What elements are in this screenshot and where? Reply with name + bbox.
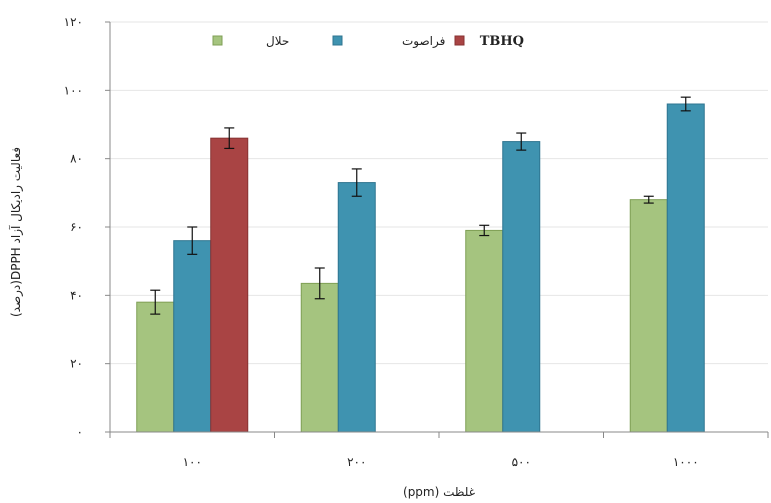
y-tick-label: ۴۰: [70, 288, 83, 302]
error-bars: [150, 96, 691, 315]
bar: [629, 199, 668, 433]
x-tick-labels: ۱۰۰ ۲۰۰ ۵۰۰ ۱۰۰۰: [183, 455, 699, 469]
legend-swatch: [454, 35, 465, 46]
legend-label: TBHQ: [480, 34, 524, 49]
bar: [465, 229, 504, 433]
bar: [173, 240, 212, 433]
x-tick-label: ۱۰۰: [183, 455, 202, 469]
x-tick-label: ۱۰۰۰: [673, 455, 699, 469]
legend: حلال فراصوت TBHQ: [212, 34, 524, 49]
legend-swatch: [332, 35, 343, 46]
y-tick-labels: ۰ ۲۰ ۴۰ ۶۰ ۸۰ ۱۰۰ ۱۲۰: [64, 15, 83, 439]
bar: [136, 301, 175, 433]
bar: [502, 141, 541, 433]
y-axis-title: فعالیت رادیکال آزاد DPPH(درصد): [8, 147, 24, 317]
bar: [666, 103, 705, 433]
bar: [337, 182, 376, 433]
bar: [210, 137, 249, 433]
y-tick-label: ۸۰: [70, 152, 83, 166]
x-axis-title: غلظت (ppm): [403, 485, 475, 499]
y-tick-label: ۱۰۰: [64, 83, 83, 97]
legend-label: حلال: [266, 34, 289, 48]
legend-swatch: [212, 35, 223, 46]
legend-label: فراصوت: [402, 34, 445, 49]
x-tick-label: ۲۰۰: [347, 455, 366, 469]
y-tick-label: ۱۲۰: [64, 15, 83, 29]
x-tick-label: ۵۰۰: [512, 455, 531, 469]
y-tick-label: ۰: [77, 425, 83, 439]
bar: [300, 282, 339, 433]
axes: [105, 21, 769, 438]
bars: [136, 103, 705, 433]
y-tick-label: ۶۰: [70, 220, 83, 234]
y-tick-label: ۲۰: [70, 357, 83, 371]
